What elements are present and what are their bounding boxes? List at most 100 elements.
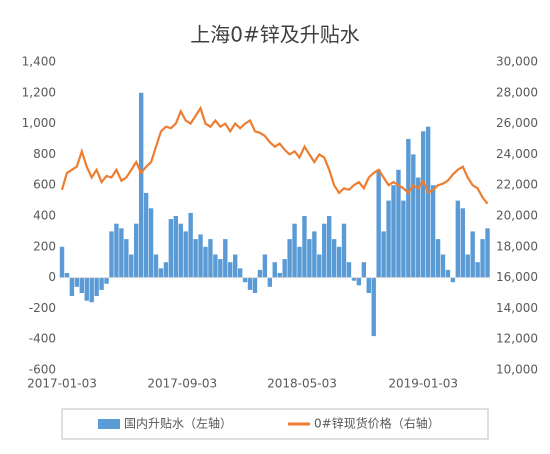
legend-swatch	[98, 419, 120, 429]
bar	[292, 223, 297, 278]
bar	[317, 254, 322, 278]
bar	[470, 231, 475, 278]
bar	[430, 185, 436, 278]
bar	[163, 262, 169, 278]
bar	[218, 259, 223, 278]
bar	[485, 228, 490, 278]
bar	[178, 223, 183, 278]
y-tick-label: 1,200	[22, 85, 56, 99]
chart-title: 上海0#锌及升贴水	[190, 23, 359, 47]
bar	[312, 231, 317, 278]
bar	[411, 154, 416, 278]
bar	[336, 246, 342, 278]
bar	[440, 254, 446, 278]
bar	[188, 212, 193, 278]
y-tick-label: -200	[29, 301, 56, 315]
bar	[282, 259, 287, 278]
y2-tick-label: 16,000	[496, 270, 538, 284]
bar	[277, 272, 282, 278]
bar	[99, 277, 104, 290]
y-tick-label: -600	[29, 363, 56, 377]
y-tick-label: 1,000	[22, 116, 56, 130]
bar	[119, 228, 124, 278]
bar	[84, 277, 89, 301]
bar	[406, 139, 411, 278]
bar	[425, 126, 431, 278]
y-tick-label: 0	[48, 270, 56, 284]
bar	[396, 169, 401, 278]
bar	[64, 272, 70, 278]
y-tick-label: 800	[33, 147, 56, 161]
y-tick-label: 400	[33, 209, 56, 223]
y2-tick-label: 26,000	[496, 116, 538, 130]
bar	[480, 239, 485, 278]
y2-tick-label: 24,000	[496, 147, 538, 161]
bar	[341, 223, 347, 278]
bar	[208, 239, 213, 278]
x-tick-label: 2017-01-03	[27, 377, 97, 391]
bar	[193, 239, 198, 278]
bar	[361, 262, 367, 278]
y-tick-label: 1,400	[22, 55, 56, 69]
bar	[183, 231, 188, 278]
y2-tick-label: 12,000	[496, 332, 538, 346]
bar	[124, 239, 129, 278]
bar	[198, 234, 203, 278]
bar	[114, 223, 119, 278]
bar	[287, 239, 292, 278]
bar	[104, 277, 109, 284]
legend-label: 0#锌现货价格（右轴）	[314, 416, 440, 431]
bar	[381, 231, 386, 278]
bar	[297, 246, 302, 278]
x-tick-label: 2017-09-03	[147, 377, 217, 391]
bar	[232, 254, 238, 278]
bar	[401, 200, 406, 278]
bar	[143, 192, 149, 278]
bar	[134, 223, 139, 278]
bar	[89, 277, 94, 303]
y2-tick-label: 20,000	[496, 209, 538, 223]
bar	[416, 177, 421, 278]
bar	[74, 277, 80, 287]
bar	[356, 277, 362, 286]
bar	[69, 277, 75, 297]
bar	[228, 262, 233, 278]
bar	[460, 208, 465, 278]
bar	[158, 268, 164, 278]
bar	[109, 231, 114, 278]
bar	[391, 185, 396, 278]
y2-tick-label: 28,000	[496, 85, 538, 99]
bar	[223, 239, 228, 278]
bar	[247, 277, 253, 290]
line	[60, 105, 489, 205]
bar	[79, 277, 84, 293]
bar	[302, 216, 307, 278]
bar	[272, 262, 277, 278]
y-tick-label: 200	[33, 239, 56, 253]
bar	[450, 277, 456, 283]
bar	[465, 254, 470, 278]
y-tick-label: 600	[33, 178, 56, 192]
bar	[376, 169, 381, 278]
bar	[421, 131, 426, 278]
bar	[262, 254, 268, 278]
y2-tick-label: 30,000	[496, 55, 538, 69]
bar	[94, 277, 99, 297]
x-tick-label: 2018-05-03	[267, 377, 337, 391]
bar	[213, 254, 218, 278]
bar	[435, 239, 441, 278]
bar	[257, 269, 263, 278]
bar	[371, 277, 376, 337]
bar	[351, 277, 357, 281]
y2-tick-label: 18,000	[496, 239, 538, 253]
y2-tick-label: 22,000	[496, 178, 538, 192]
bar	[386, 200, 391, 278]
bar	[445, 269, 451, 278]
bar	[59, 246, 65, 278]
bar	[153, 254, 159, 278]
bar	[242, 277, 248, 283]
bar	[138, 92, 144, 278]
y2-tick-label: 10,000	[496, 363, 538, 377]
bar	[331, 239, 337, 278]
